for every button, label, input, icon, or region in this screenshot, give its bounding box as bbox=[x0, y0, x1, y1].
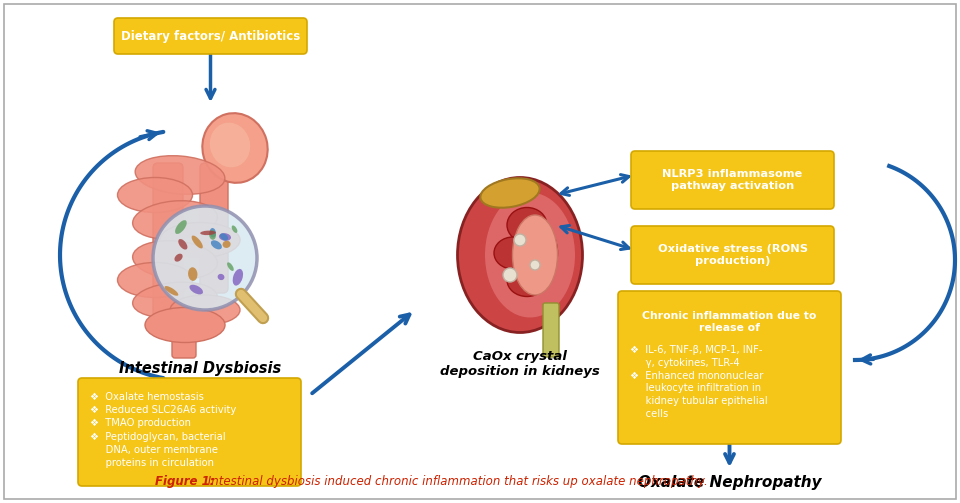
Ellipse shape bbox=[145, 307, 225, 343]
Circle shape bbox=[514, 234, 526, 246]
Text: Chronic inflammation due to
release of: Chronic inflammation due to release of bbox=[642, 311, 817, 332]
Ellipse shape bbox=[189, 285, 203, 294]
Ellipse shape bbox=[192, 235, 203, 248]
Ellipse shape bbox=[494, 237, 532, 269]
Ellipse shape bbox=[132, 282, 217, 318]
Text: ❖  Oxalate hemostasis
❖  Reduced SLC26A6 activity
❖  TMAO production
❖  Peptidog: ❖ Oxalate hemostasis ❖ Reduced SLC26A6 a… bbox=[90, 392, 236, 468]
Ellipse shape bbox=[209, 228, 216, 237]
Ellipse shape bbox=[485, 193, 575, 317]
Ellipse shape bbox=[480, 178, 540, 208]
Text: CaOx crystal
deposition in kidneys: CaOx crystal deposition in kidneys bbox=[440, 350, 600, 378]
Ellipse shape bbox=[219, 233, 231, 241]
Circle shape bbox=[153, 206, 257, 310]
Ellipse shape bbox=[132, 241, 217, 279]
Ellipse shape bbox=[135, 155, 225, 194]
FancyBboxPatch shape bbox=[153, 163, 183, 321]
Ellipse shape bbox=[203, 113, 268, 183]
Ellipse shape bbox=[211, 240, 222, 249]
Ellipse shape bbox=[164, 286, 179, 296]
Ellipse shape bbox=[231, 225, 237, 233]
Ellipse shape bbox=[458, 178, 583, 332]
Ellipse shape bbox=[132, 201, 217, 239]
Ellipse shape bbox=[175, 220, 187, 234]
Text: Oxalate Nephropathy: Oxalate Nephropathy bbox=[637, 474, 822, 489]
Ellipse shape bbox=[522, 225, 558, 281]
Ellipse shape bbox=[223, 241, 230, 248]
Ellipse shape bbox=[117, 178, 193, 212]
FancyBboxPatch shape bbox=[172, 317, 196, 358]
Ellipse shape bbox=[175, 254, 182, 262]
Text: Intestinal dysbiosis induced chronic inflammation that risks up oxalate nephropa: Intestinal dysbiosis induced chronic inf… bbox=[204, 475, 708, 488]
Text: Figure 1:: Figure 1: bbox=[155, 475, 214, 488]
Text: NLRP3 inflammasome
pathway activation: NLRP3 inflammasome pathway activation bbox=[662, 169, 803, 191]
Ellipse shape bbox=[160, 222, 240, 258]
Ellipse shape bbox=[188, 267, 198, 281]
FancyBboxPatch shape bbox=[78, 378, 301, 486]
FancyBboxPatch shape bbox=[114, 18, 307, 54]
Ellipse shape bbox=[220, 233, 228, 240]
FancyBboxPatch shape bbox=[543, 303, 559, 357]
Circle shape bbox=[503, 268, 517, 282]
Ellipse shape bbox=[513, 215, 558, 295]
FancyBboxPatch shape bbox=[631, 151, 834, 209]
Ellipse shape bbox=[209, 230, 216, 240]
Circle shape bbox=[530, 260, 540, 270]
Text: Dietary factors/ Antibiotics: Dietary factors/ Antibiotics bbox=[121, 30, 300, 42]
Ellipse shape bbox=[201, 230, 216, 235]
Ellipse shape bbox=[179, 239, 187, 249]
Text: ❖  IL-6, TNF-β, MCP-1, INF-
     γ, cytokines, TLR-4
❖  Enhanced mononuclear
   : ❖ IL-6, TNF-β, MCP-1, INF- γ, cytokines,… bbox=[630, 345, 768, 419]
Text: Oxidative stress (RONS
production): Oxidative stress (RONS production) bbox=[658, 244, 807, 266]
Ellipse shape bbox=[507, 208, 547, 242]
Ellipse shape bbox=[218, 274, 225, 280]
FancyBboxPatch shape bbox=[631, 226, 834, 284]
Ellipse shape bbox=[170, 295, 240, 325]
Ellipse shape bbox=[210, 123, 251, 167]
FancyBboxPatch shape bbox=[618, 291, 841, 444]
Ellipse shape bbox=[507, 264, 547, 296]
FancyBboxPatch shape bbox=[4, 4, 956, 499]
Ellipse shape bbox=[117, 263, 193, 297]
FancyBboxPatch shape bbox=[200, 163, 228, 293]
Ellipse shape bbox=[228, 263, 233, 271]
Ellipse shape bbox=[232, 269, 243, 286]
Text: Intestinal Dysbiosis: Intestinal Dysbiosis bbox=[119, 361, 281, 376]
